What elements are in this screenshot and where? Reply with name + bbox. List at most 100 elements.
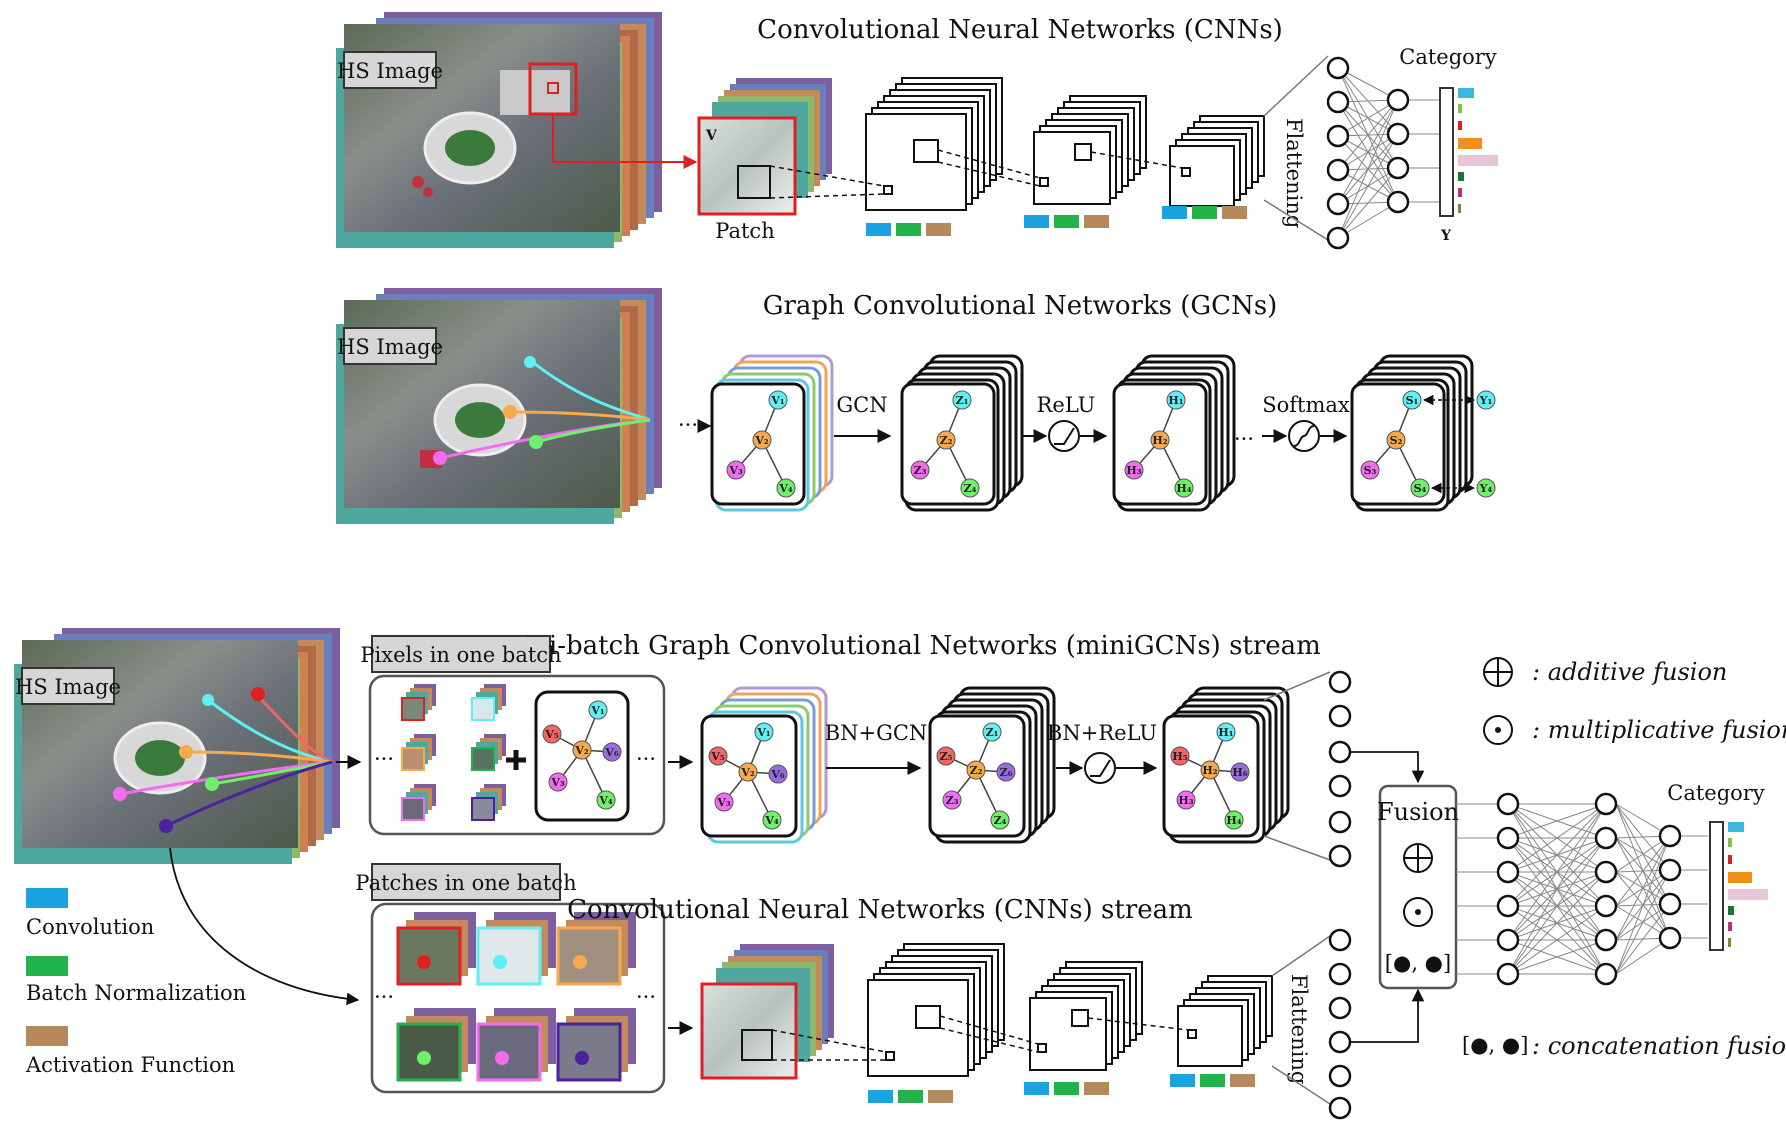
- node-z5-b: Z₅: [940, 750, 953, 763]
- pixels-batch-box: Pixels in one batch ··· ··· V₁ V₂: [360, 635, 666, 836]
- cnn-title: Convolutional Neural Networks (CNNs): [757, 15, 1283, 45]
- node-s2: S₂: [1390, 434, 1403, 447]
- node-h3-a: H₃: [1126, 464, 1141, 477]
- ellipsis-3c: ···: [374, 985, 394, 1009]
- node-v3-a: V₃: [728, 464, 743, 477]
- mini-pixel-stacks: [401, 684, 506, 821]
- node-y4: Y₄: [1479, 482, 1493, 495]
- legend-additive: : additive fusion: [1532, 658, 1727, 686]
- patches-batch-label: Patches in one batch: [355, 871, 576, 895]
- ellipsis-2b: ···: [1234, 427, 1254, 451]
- node-h5-b: H₅: [1172, 750, 1187, 763]
- node-v3-b: V₃: [550, 776, 565, 789]
- graph-v-stack: V₁ V₂ V₃ V₄: [710, 354, 834, 512]
- node-v6-b: V₆: [604, 746, 619, 759]
- category-label-2: Category: [1667, 781, 1765, 805]
- ellipsis-3a: ···: [374, 747, 394, 771]
- node-h1-b: H₁: [1218, 726, 1233, 739]
- node-s4: S₄: [1414, 482, 1427, 495]
- flattening-label-2: Flattening: [1287, 974, 1311, 1084]
- dense-nodes-1: [1326, 56, 1410, 250]
- node-h6-b: H₆: [1232, 766, 1247, 779]
- ellipsis-3b: ···: [636, 747, 656, 771]
- bn-relu-icon: [1084, 752, 1116, 784]
- relu-op-label: ReLU: [1037, 393, 1096, 417]
- hs-image-tag-3: [21, 667, 115, 705]
- dense-nodes-2: [1496, 792, 1682, 986]
- plus-icon: [506, 750, 526, 770]
- node-h3-b: H₃: [1178, 794, 1193, 807]
- node-z3-a: Z₃: [914, 464, 927, 477]
- patch-stack-1: V Patch: [697, 78, 832, 243]
- legend-convolution-swatch: [26, 888, 68, 908]
- conv-layer-2a: [771, 943, 1005, 1103]
- legend-left: Convolution Batch Normalization Activati…: [25, 888, 246, 1077]
- graph-z-stack-3: Z₁ Z₂ Z₅ Z₆ Z₃ Z₄: [928, 686, 1056, 844]
- conv-layer-2b: [939, 961, 1143, 1095]
- ellipsis-2a: ···: [678, 413, 698, 437]
- category-bars-2: [1728, 822, 1768, 947]
- patch-thumbnails: [396, 912, 636, 1082]
- node-y1: Y₁: [1479, 394, 1493, 407]
- graph-h-stack: H₁ H₂ H₃ H₄: [1112, 354, 1236, 512]
- category-label-1: Category: [1399, 45, 1497, 69]
- cnn-section: Convolutional Neural Networks (CNNs) HS …: [336, 12, 1498, 250]
- dense-net-2: [1456, 803, 1708, 975]
- node-v2-c: V₂: [740, 766, 755, 779]
- v-label: V: [705, 128, 718, 144]
- minigcn-title: mini-batch Graph Convolutional Networks …: [499, 631, 1321, 661]
- legend-batch-norm-swatch: [26, 956, 68, 976]
- node-h4-b: H₄: [1226, 814, 1241, 827]
- legend-multiplicative: : multiplicative fusion: [1532, 716, 1786, 744]
- hs-image-label-1: HS Image: [337, 59, 443, 83]
- node-v4-b: V₄: [598, 794, 613, 807]
- gcn-section: Graph Convolutional Networks (GCNs) HS I…: [336, 288, 1496, 524]
- hs-image-stack-2: HS Image: [336, 288, 662, 524]
- conv-layer-1b: [937, 95, 1147, 228]
- pixels-batch-label: Pixels in one batch: [360, 643, 561, 667]
- node-v5-c: V₅: [710, 750, 725, 763]
- node-z1-b: Z₁: [986, 726, 999, 739]
- node-z4-a: Z₄: [964, 482, 977, 495]
- fusion-section: mini-batch Graph Convolutional Networks …: [14, 628, 1768, 1120]
- hs-image-tag-1: [343, 51, 437, 89]
- y-label: Y: [1440, 228, 1452, 244]
- fusion-block: Fusion [●, ●]: [1377, 784, 1459, 990]
- legend-concatenation: : concatenation fusion: [1532, 1032, 1786, 1060]
- hs-image-label-2: HS Image: [337, 335, 443, 359]
- node-v6-c: V₆: [770, 768, 785, 781]
- legend-right: : additive fusion : multiplicative fusio…: [1462, 657, 1786, 1060]
- legend-activation-swatch: [26, 1026, 68, 1046]
- cnn-flat-nodes: [1328, 928, 1352, 1120]
- node-v2-b: V₂: [574, 744, 589, 757]
- output-vector-2: [1709, 821, 1724, 951]
- patches-batch-box: Patches in one batch ··· ···: [355, 863, 666, 1094]
- node-z3-b: Z₃: [946, 794, 959, 807]
- legend-convolution: Convolution: [26, 915, 154, 939]
- gcn-op-label: GCN: [836, 393, 887, 417]
- node-s1: S₁: [1406, 394, 1419, 407]
- conv-layer-1c: [1090, 115, 1265, 219]
- softmax-op-label: Softmax: [1262, 393, 1350, 417]
- cnn-stream-title: Convolutional Neural Networks (CNNs) str…: [567, 895, 1193, 925]
- graph-z-stack: Z₁ Z₂ Z₃ Z₄: [900, 354, 1024, 512]
- node-v1-b: V₁: [590, 704, 605, 717]
- node-v1-c: V₁: [756, 726, 771, 739]
- category-bars-1: [1458, 88, 1498, 213]
- node-h1-a: H₁: [1168, 394, 1183, 407]
- legend-batch-norm: Batch Normalization: [26, 981, 246, 1005]
- hs-image-label-3: HS Image: [15, 675, 121, 699]
- bn-relu-op-label: BN+ReLU: [1047, 721, 1157, 745]
- node-v3-c: V₃: [716, 796, 731, 809]
- patch-stack-2: [700, 944, 834, 1080]
- dense-net-1: [1337, 67, 1440, 239]
- node-h4-a: H₄: [1176, 482, 1191, 495]
- graph-h-stack-3: H₁ H₂ H₅ H₆ H₃ H₄: [1162, 686, 1290, 844]
- flattening-label-1: Flattening: [1282, 118, 1306, 228]
- node-z6-b: Z₆: [1000, 766, 1013, 779]
- node-v5-b: V₅: [544, 728, 559, 741]
- node-z2-b: Z₂: [970, 764, 983, 777]
- output-vector-1: [1439, 87, 1454, 217]
- ellipsis-3d: ···: [636, 985, 656, 1009]
- concat-fusion-symbol: [●, ●]: [1385, 951, 1451, 975]
